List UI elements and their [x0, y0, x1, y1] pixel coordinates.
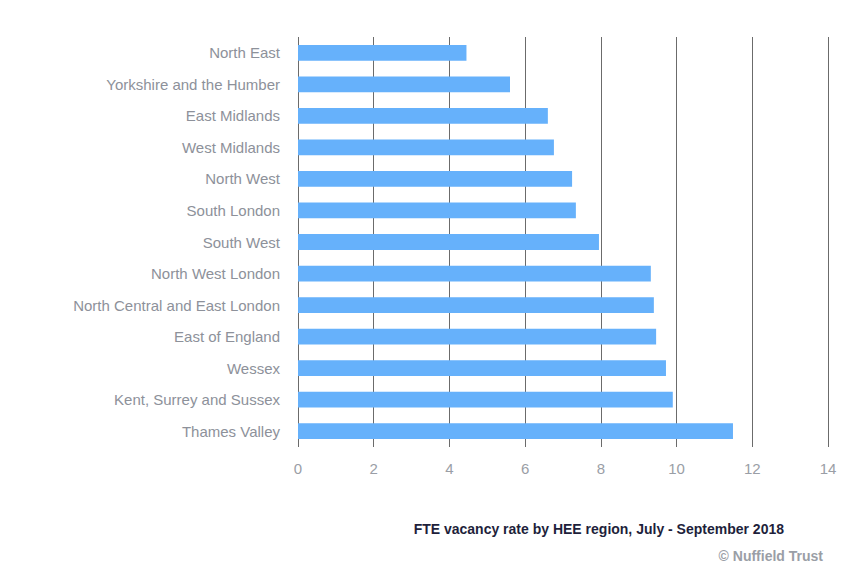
svg-text:4: 4 [445, 460, 453, 477]
svg-text:FTE vacancy rate by HEE region: FTE vacancy rate by HEE region, July - S… [414, 521, 785, 537]
svg-text:East of England: East of England [174, 328, 280, 345]
svg-text:West Midlands: West Midlands [182, 139, 280, 156]
svg-text:North West: North West [205, 170, 281, 187]
svg-text:0: 0 [294, 460, 302, 477]
svg-text:East Midlands: East Midlands [186, 107, 280, 124]
svg-text:6: 6 [521, 460, 529, 477]
svg-text:Wessex: Wessex [227, 360, 281, 377]
svg-text:Yorkshire and the Humber: Yorkshire and the Humber [106, 76, 280, 93]
svg-text:South West: South West [203, 234, 281, 251]
svg-text:North East: North East [209, 44, 281, 61]
svg-text:North Central and East London: North Central and East London [73, 297, 280, 314]
svg-text:© Nuffield Trust: © Nuffield Trust [719, 548, 824, 564]
svg-text:2: 2 [370, 460, 378, 477]
svg-text:North West London: North West London [151, 265, 280, 282]
svg-text:Thames Valley: Thames Valley [182, 423, 281, 440]
svg-text:Kent, Surrey and Sussex: Kent, Surrey and Sussex [114, 391, 280, 408]
svg-text:12: 12 [744, 460, 761, 477]
svg-text:South London: South London [187, 202, 280, 219]
svg-text:8: 8 [597, 460, 605, 477]
svg-text:14: 14 [820, 460, 837, 477]
svg-text:10: 10 [668, 460, 685, 477]
